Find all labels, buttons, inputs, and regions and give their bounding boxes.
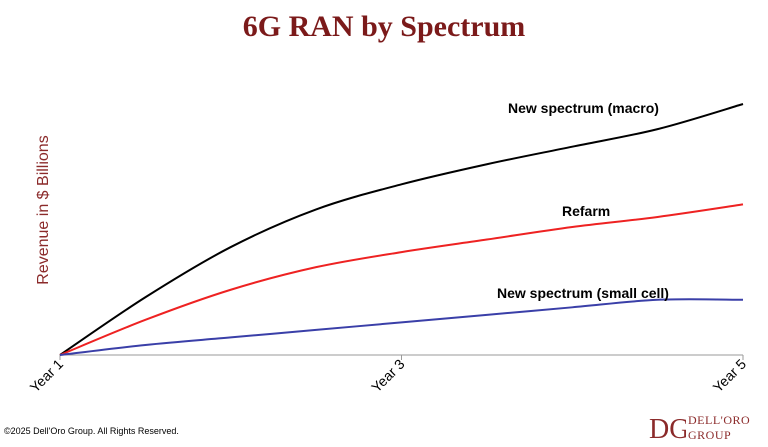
delloro-logo-icon: DG [649,414,686,442]
series-line-macro [59,103,744,356]
x-tick-label: Year 3 [368,356,408,396]
series-line-refarm [59,203,744,356]
chart-title: 6G RAN by Spectrum [242,10,526,43]
delloro-logo: DG DELL'ORO GROUP [648,412,760,444]
series-label: New spectrum (macro) [508,100,659,116]
series-label: New spectrum (small cell) [497,285,669,301]
logo-line-1: DELL'ORO [688,413,751,427]
x-tick-label: Year 5 [710,356,750,396]
x-tick-label: Year 1 [27,356,67,396]
copyright-text: ©2025 Dell'Oro Group. All Rights Reserve… [4,426,179,436]
series-line-small-cell [59,298,744,356]
logo-line-2: GROUP [688,428,732,442]
logo-text: DELL'ORO GROUP [688,413,750,443]
series-label: Refarm [562,203,610,219]
logo-initials: DG [649,414,686,442]
